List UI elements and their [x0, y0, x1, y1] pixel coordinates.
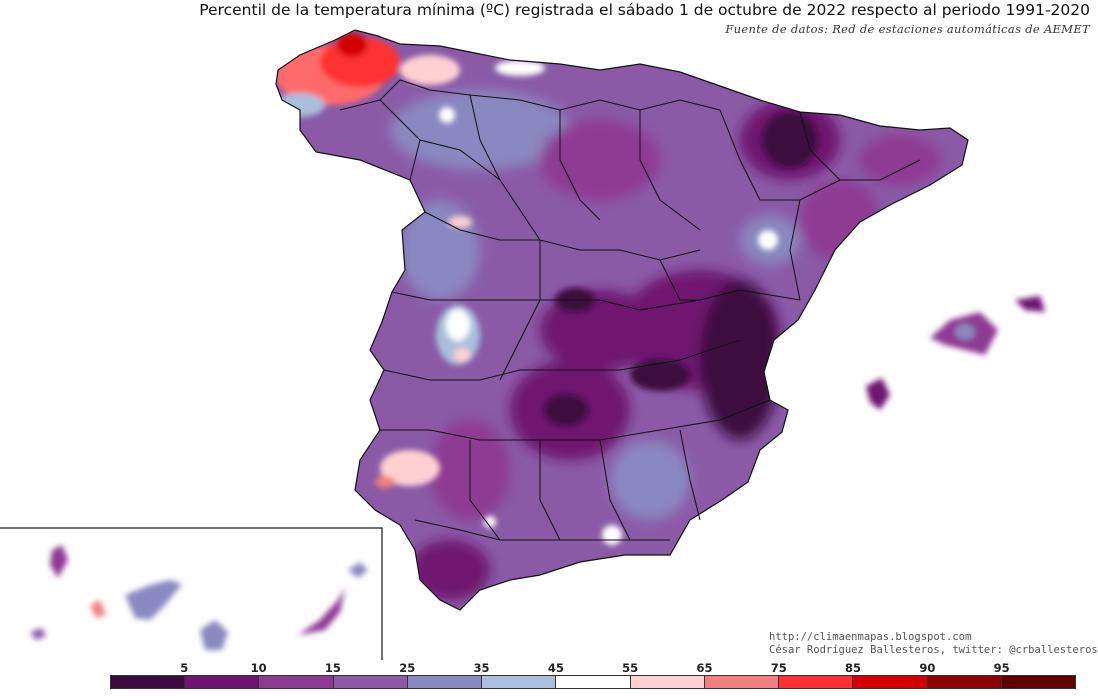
legend-labels: 5 10 15 25 35 45 55 65 75 85 90 95	[110, 661, 1076, 675]
author-credit: César Rodríguez Ballesteros, twitter: @c…	[769, 644, 1098, 656]
blog-url[interactable]: http://climaenmapas.blogspot.com	[769, 631, 972, 643]
legend-label: 55	[622, 661, 639, 675]
legend-swatch	[704, 676, 780, 688]
legend-swatch	[333, 676, 408, 688]
legend-label: 95	[993, 661, 1010, 675]
legend-label: 5	[180, 661, 189, 675]
legend-swatch	[556, 676, 631, 688]
legend-label: 45	[547, 661, 564, 675]
legend-swatch	[1001, 676, 1076, 688]
legend-label: 85	[845, 661, 862, 675]
legend-label: 65	[696, 661, 713, 675]
balearic-islands	[866, 296, 1045, 410]
legend-swatch	[927, 676, 1002, 688]
legend-label: 75	[770, 661, 787, 675]
legend-swatch	[630, 676, 705, 688]
data-source: Fuente de datos: Red de estaciones autom…	[725, 22, 1090, 36]
province-borders	[275, 29, 969, 611]
legend-bar	[110, 675, 1076, 689]
canary-islands-inset	[0, 527, 383, 660]
legend-swatch	[482, 676, 557, 688]
legend-swatch	[407, 676, 483, 688]
legend-label: 25	[399, 661, 416, 675]
credits: http://climaenmapas.blogspot.com César R…	[769, 631, 1098, 657]
color-legend: 5 10 15 25 35 45 55 65 75 85 90 95	[110, 661, 1076, 691]
legend-label: 15	[324, 661, 341, 675]
legend-swatch	[111, 676, 186, 688]
legend-swatch	[259, 676, 334, 688]
legend-swatch	[779, 676, 854, 688]
legend-label: 10	[250, 661, 267, 675]
map-title: Percentil de la temperatura mínima (ºC) …	[199, 1, 1090, 19]
spain-percentile-map	[0, 29, 1045, 660]
legend-label: 90	[919, 661, 936, 675]
legend-swatch	[185, 676, 260, 688]
legend-label: 35	[473, 661, 490, 675]
legend-swatch	[853, 676, 928, 688]
